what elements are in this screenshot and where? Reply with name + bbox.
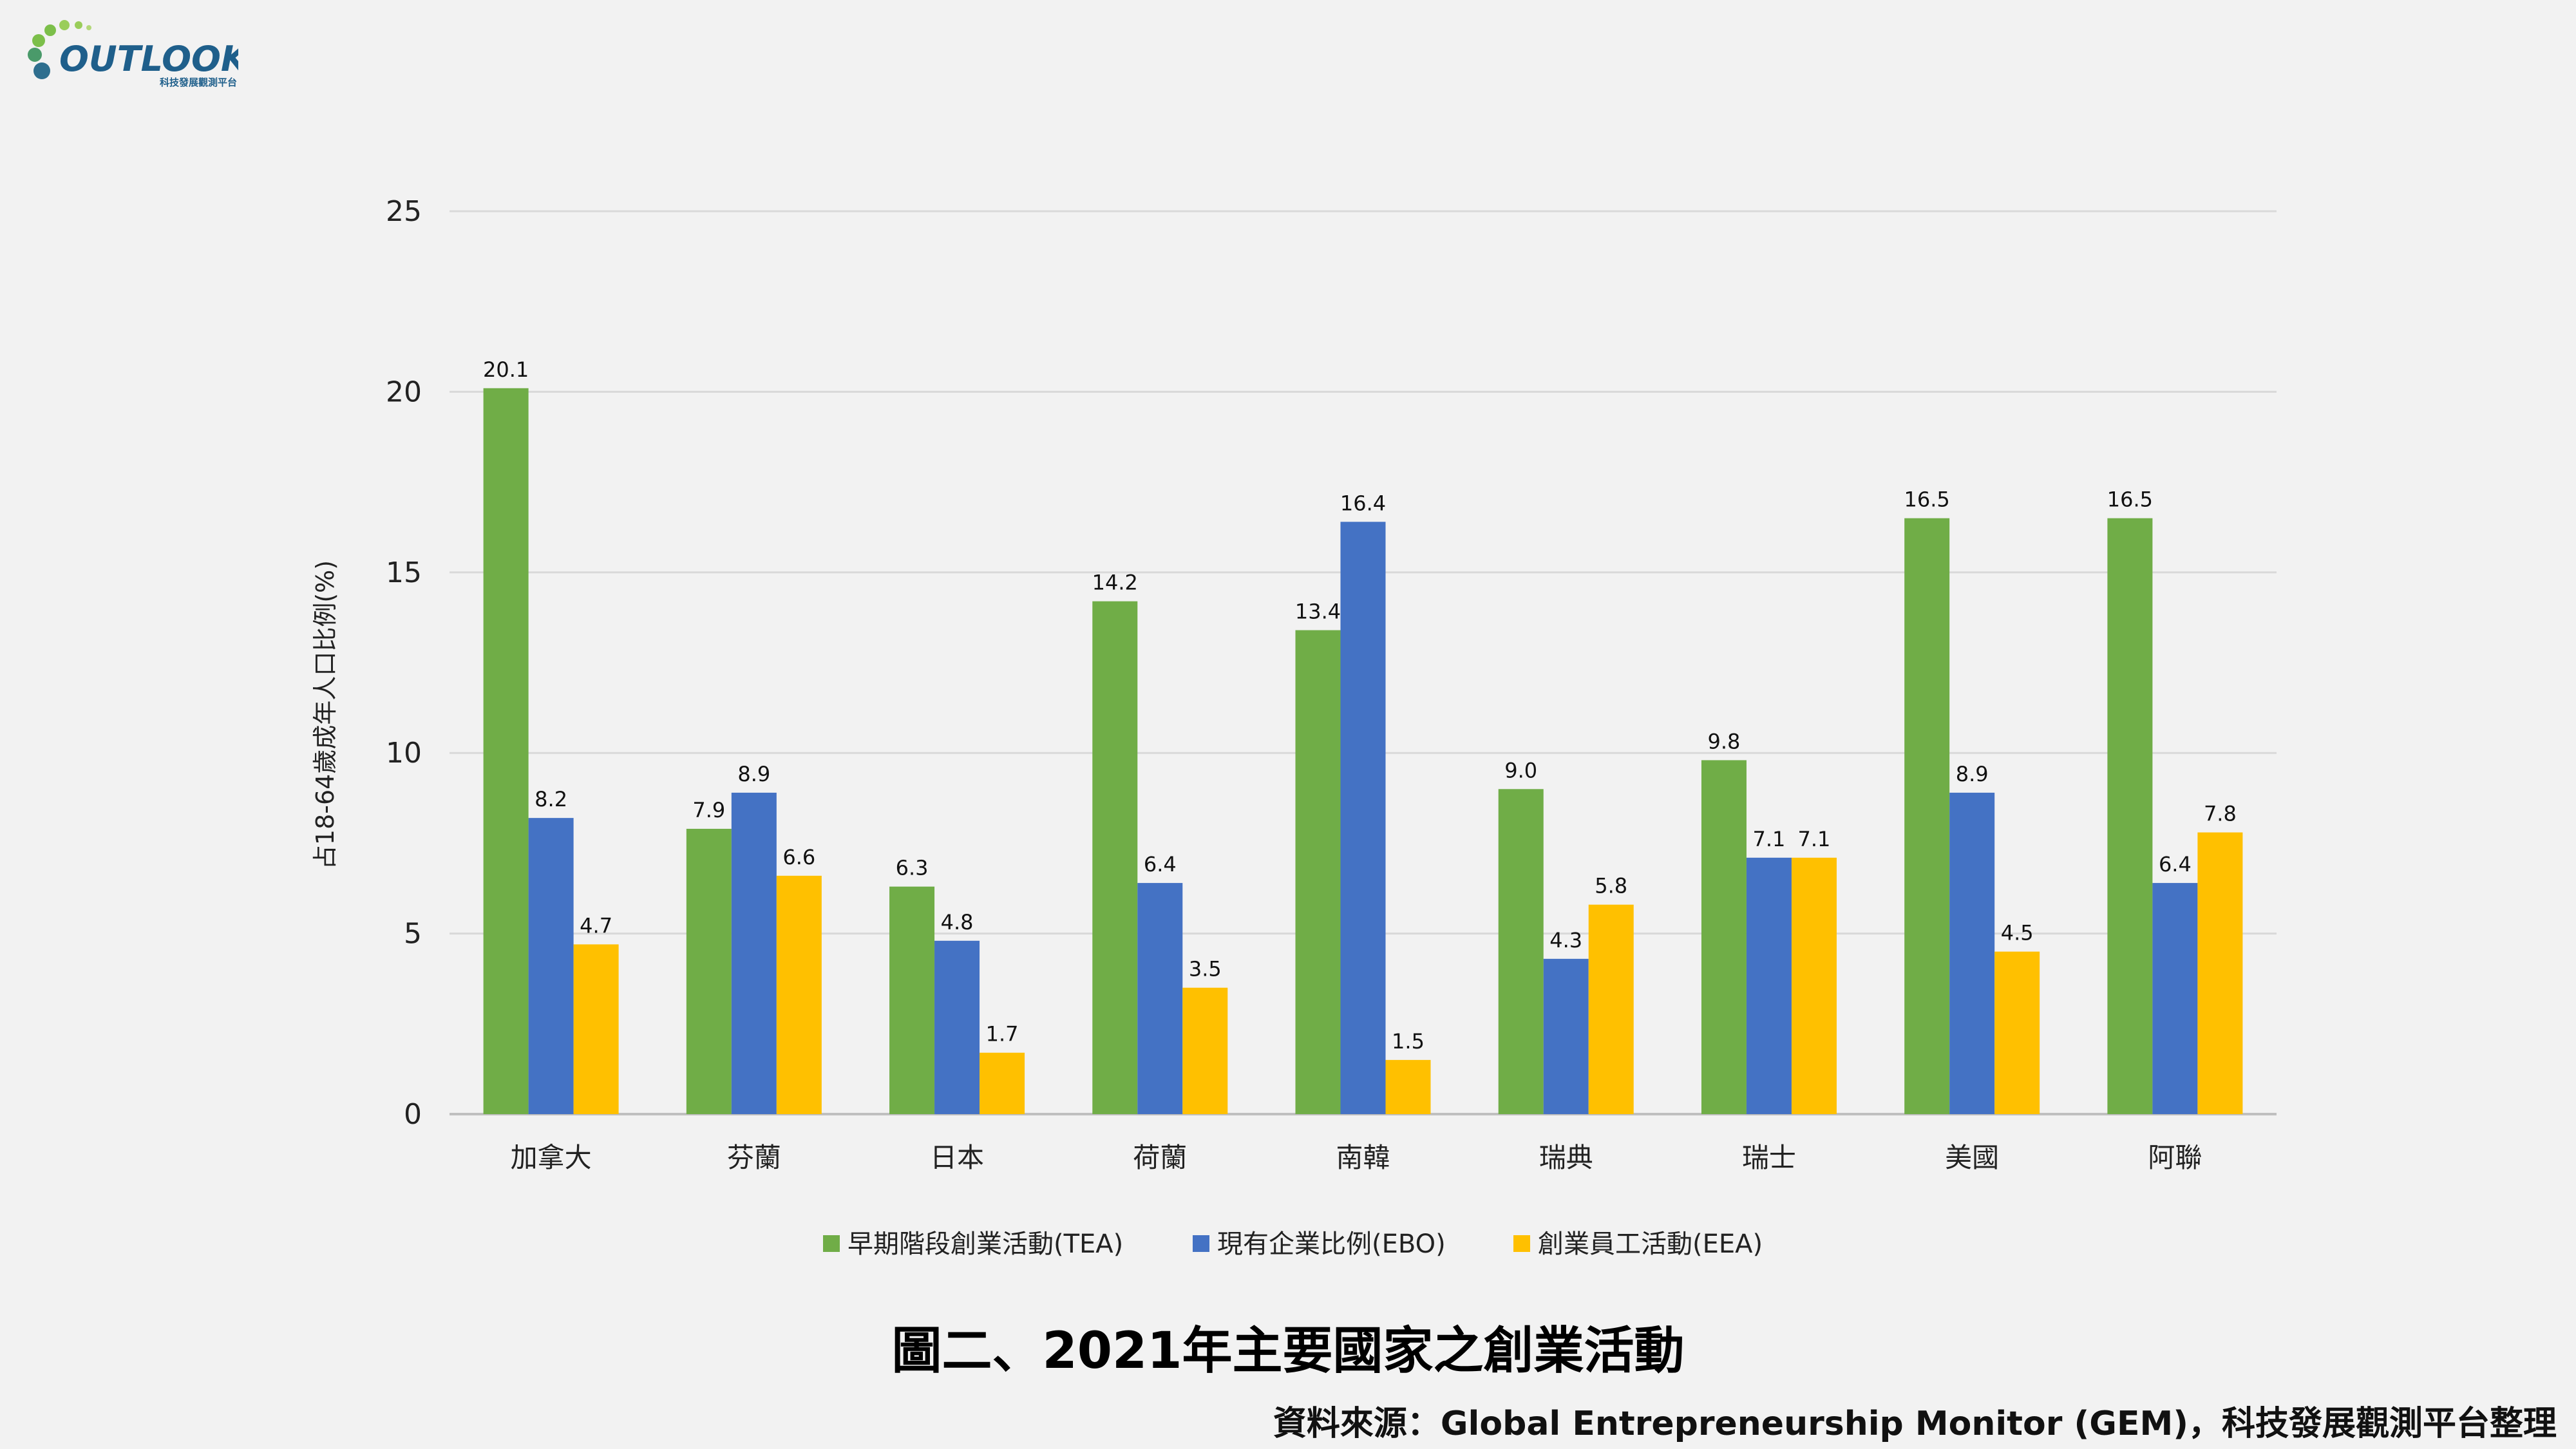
y-tick-label: 0 [404,1098,422,1131]
legend-label: 現有企業比例(EBO) [1217,1229,1446,1259]
bar [2107,518,2153,1114]
data-label: 8.2 [535,787,567,811]
chart-bars [483,388,2243,1114]
data-label: 6.4 [2159,852,2192,876]
data-label: 3.5 [1189,957,1222,981]
data-label: 8.9 [1956,762,1989,786]
data-label: 1.7 [986,1022,1019,1046]
data-label: 7.9 [692,798,725,822]
legend-swatch [1193,1235,1209,1252]
bar [1182,987,1228,1114]
data-label: 4.7 [580,913,612,938]
bar [1701,760,1747,1114]
x-axis-ticks: 加拿大 芬蘭 日本 荷蘭 南韓 瑞典 瑞士 美國 阿聯 [511,1142,2202,1173]
bar [1994,951,2040,1114]
data-label: 6.3 [896,856,929,880]
y-tick-label: 15 [386,556,422,589]
x-tick-label: 瑞士 [1742,1142,1796,1173]
data-label: 1.5 [1392,1029,1425,1054]
bar [1498,789,1544,1114]
x-tick-label: 南韓 [1336,1142,1390,1173]
data-label: 13.4 [1295,600,1341,624]
bar [1791,857,1837,1114]
data-labels: 20.1 8.2 4.7 7.9 8.9 6.6 6.3 4.8 1.7 14.2 6.4 3.5 13… [483,357,2237,1054]
source-note: 資料來源：Global Entrepreneurship Monitor (GE… [1273,1405,2557,1443]
chart-legend: 早期階段創業活動(TEA) 現有企業比例(EBO) 創業員工活動(EEA) [823,1229,1763,1259]
data-label: 8.9 [737,762,770,786]
bar [934,940,980,1114]
legend-swatch [1513,1235,1530,1252]
bar [2152,883,2198,1114]
bar [776,875,822,1114]
data-label: 9.8 [1707,729,1740,753]
bar [573,944,619,1114]
logo-tagline: 科技發展觀測平台 [160,77,237,87]
legend-label: 早期階段創業活動(TEA) [848,1229,1123,1259]
bar [980,1052,1025,1114]
data-label: 5.8 [1595,874,1627,898]
data-label: 7.1 [1797,827,1830,851]
y-tick-label: 10 [386,737,422,770]
data-label: 16.5 [1904,488,1950,512]
bar [1949,792,1995,1114]
x-tick-label: 荷蘭 [1133,1142,1187,1173]
x-tick-label: 阿聯 [2148,1142,2202,1173]
bar [889,886,935,1114]
data-label: 7.1 [1752,827,1785,851]
data-label: 7.8 [2204,802,2237,826]
data-label: 14.2 [1092,571,1138,595]
legend-label: 創業員工活動(EEA) [1538,1229,1763,1259]
bar [1295,630,1341,1114]
bar [1543,958,1589,1114]
x-tick-label: 美國 [1945,1142,1999,1173]
y-tick-label: 5 [404,918,422,951]
bar [1340,522,1386,1114]
data-label: 6.6 [782,845,815,869]
data-label: 4.3 [1549,928,1582,952]
bar [483,388,529,1114]
legend-swatch [823,1235,840,1252]
bar [1588,904,1634,1114]
logo-wordmark: OUTLOOK [59,39,238,79]
y-tick-label: 25 [386,195,422,228]
y-axis-label: 占18-64歲成年人口比例(%) [311,560,339,869]
y-tick-label: 20 [386,375,422,408]
bar [1137,883,1183,1114]
bar [528,818,574,1114]
bar [731,792,777,1114]
logo-dots-icon [28,20,91,79]
bar [686,828,732,1114]
x-tick-label: 加拿大 [511,1142,592,1173]
data-label: 16.5 [2107,488,2153,512]
x-tick-label: 芬蘭 [727,1142,781,1173]
bar [1746,857,1792,1114]
data-label: 4.5 [2001,921,2034,945]
bar [2197,832,2243,1114]
data-label: 16.4 [1340,491,1386,515]
data-label: 20.1 [483,357,529,382]
data-label: 6.4 [1144,852,1177,876]
data-label: 4.8 [941,910,974,934]
outlook-logo: OUTLOOK 科技發展觀測平台 [28,20,238,87]
x-tick-label: 日本 [930,1142,984,1173]
bar [1092,601,1138,1114]
figure-caption: 圖二、2021年主要國家之創業活動 [891,1322,1685,1380]
bar [1385,1059,1431,1114]
data-label: 9.0 [1504,758,1537,782]
x-tick-label: 瑞典 [1539,1142,1593,1173]
bar [1904,518,1950,1114]
y-axis-ticks: 0 5 10 15 20 25 [386,195,422,1131]
